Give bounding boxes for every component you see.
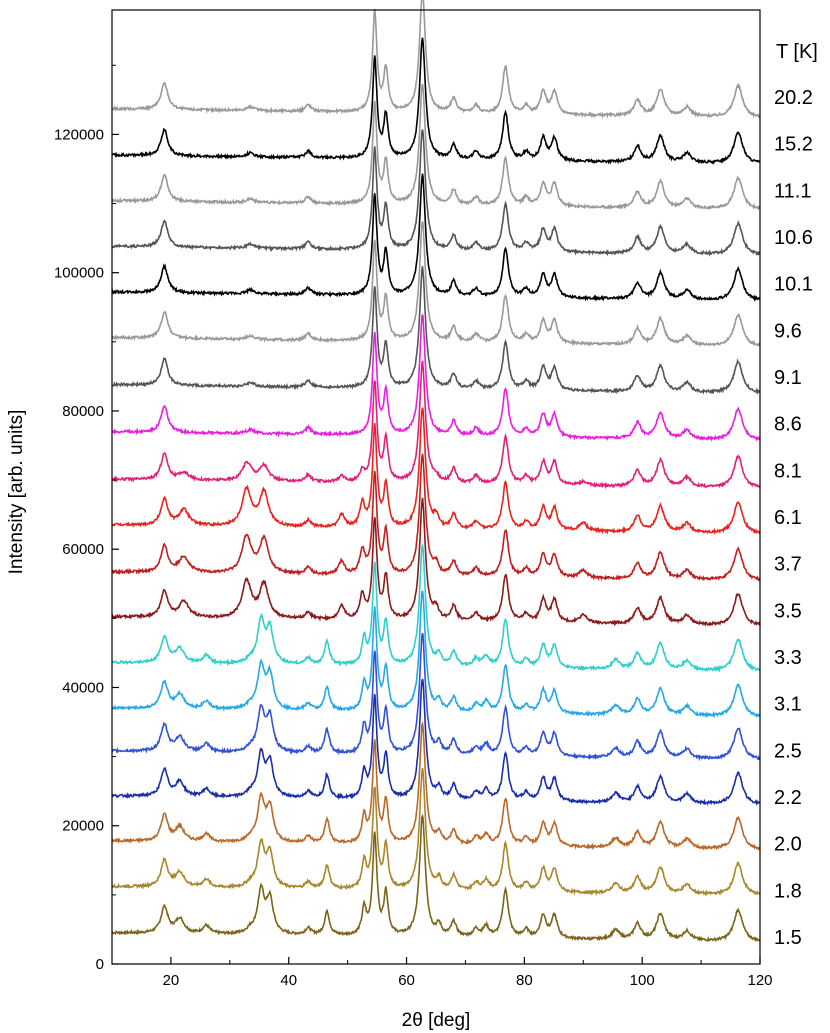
temperature-label-8.1: 8.1 [774,460,802,482]
series-line-11.1 [111,83,761,211]
temperature-label-6.1: 6.1 [774,507,802,529]
series-line-10.1 [111,173,761,303]
temperature-label-3.1: 3.1 [774,694,802,716]
series-line-15.2 [111,37,761,165]
y-tick-label-20000: 20000 [62,818,104,835]
plot-frame [111,9,761,965]
series-line-3.1 [111,590,761,719]
series-line-1.8 [111,767,761,897]
x-tick-label-60: 60 [398,972,415,989]
temperature-label-3.3: 3.3 [774,647,802,669]
series-line-1.5 [111,813,761,943]
temperature-label-11.1: 11.1 [774,180,811,202]
temperature-label-2.5: 2.5 [774,740,802,762]
x-tick-label-100: 100 [630,972,655,989]
x-tick-label-80: 80 [516,972,533,989]
series-line-10.6 [111,129,761,257]
temperature-label-20.2: 20.2 [774,87,813,109]
series-line-9.1 [111,266,761,396]
y-tick-label-80000: 80000 [62,403,104,420]
axes-layer: 20 40 60 80 100 120 0 20000 40000 60000 80000 10000… [54,9,773,989]
series-line-6.1 [111,407,761,535]
labels-layer: 20.2 15.2 11.1 10.6 10.1 9.6 9.1 8.6 8.1 6.1 3.7 3.… [774,87,813,949]
series-line-9.6 [111,221,761,348]
series-line-20.2 [111,0,761,119]
x-tick-label-120: 120 [747,972,772,989]
series-line-3.5 [111,497,761,627]
temperature-label-1.5: 1.5 [774,927,802,949]
temperature-label-8.6: 8.6 [774,414,802,436]
temperature-label-15.2: 15.2 [774,134,813,156]
x-axis-title: 2θ [deg] [402,1010,471,1031]
y-axis-title: Intensity [arb. units] [6,410,27,575]
x-tick-label-20: 20 [163,972,180,989]
temperature-label-3.5: 3.5 [774,600,802,622]
temperature-label-1.8: 1.8 [774,880,802,902]
series-line-2.5 [111,632,761,762]
temperature-label-2.0: 2.0 [774,834,802,856]
y-tick-label-120000: 120000 [54,126,104,143]
temperature-label-10.6: 10.6 [774,227,813,249]
temperature-label-2.2: 2.2 [774,787,802,809]
temperature-label-9.1: 9.1 [774,367,802,389]
temperature-label-10.1: 10.1 [774,274,813,296]
temperature-label-3.7: 3.7 [774,554,802,576]
x-tick-label-40: 40 [280,972,297,989]
temperature-label-9.6: 9.6 [774,320,802,342]
series-line-3.3 [111,544,761,673]
y-tick-label-100000: 100000 [54,265,104,282]
series-layer [111,0,761,943]
legend-title: T [K] [776,41,818,63]
series-line-3.7 [111,453,761,582]
y-tick-label-0: 0 [96,956,104,973]
series-line-8.6 [111,314,761,442]
series-line-2.2 [111,678,761,807]
series-line-2.0 [111,720,761,851]
series-line-8.1 [111,360,761,490]
y-tick-label-40000: 40000 [62,679,104,696]
y-tick-label-60000: 60000 [62,541,104,558]
